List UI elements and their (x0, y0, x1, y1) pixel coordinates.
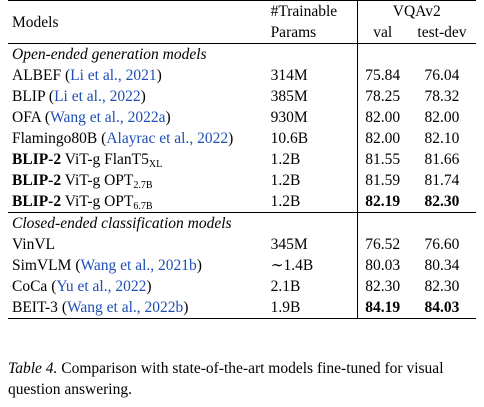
table-row: VinVL 345M 76.52 76.60 (8, 234, 476, 255)
table-row: ALBEF (Li et al., 2021) 314M 75.84 76.04 (8, 65, 476, 86)
model-name: BEIT-3 (12, 299, 58, 316)
citation-link[interactable]: Yu et al., 2022 (56, 278, 147, 295)
table-row: BEIT-3 (Wang et al., 2022b) 1.9B 84.19 84.0… (8, 297, 476, 319)
params-cell: 1.2B (270, 193, 301, 210)
testdev-header: test-dev (417, 24, 467, 41)
val-score-cell: 75.84 (356, 65, 408, 86)
model-name-cell: ALBEF (Li et al., 2021) (12, 67, 162, 84)
val-score-cell: 82.30 (356, 276, 408, 297)
model-name: SimVLM (12, 257, 72, 274)
params-cell: 345M (270, 236, 308, 253)
section-title: Closed-ended classification models (12, 215, 232, 232)
params-cell: 1.2B (270, 151, 301, 168)
model-name-cell: BEIT-3 (Wang et al., 2022b) (12, 299, 189, 316)
model-name-cell: Flamingo80B (Alayrac et al., 2022) (12, 130, 234, 147)
params-cell: 314M (270, 67, 308, 84)
val-score-cell: 80.03 (356, 255, 408, 276)
model-size-subscript: 2.7B (133, 180, 153, 191)
table-row: BLIP (Li et al., 2022) 385M 78.25 78.32 (8, 86, 476, 107)
citation-link[interactable]: Alayrac et al., 2022 (106, 130, 229, 147)
model-name: ViT-g FlanT5 (64, 151, 149, 168)
val-score-cell: 84.19 (356, 297, 408, 319)
model-name: VinVL (12, 236, 55, 253)
val-score-cell: 82.00 (356, 128, 408, 149)
params-cell: 1.2B (270, 172, 301, 189)
table-row: Flamingo80B (Alayrac et al., 2022) 10.6B 8… (8, 128, 476, 149)
citation-link[interactable]: Li et al., 2022 (54, 88, 141, 105)
model-bold-prefix: BLIP-2 (12, 172, 62, 189)
model-name-cell: CoCa (Yu et al., 2022) (12, 278, 152, 295)
testdev-score-cell: 81.74 (424, 172, 460, 189)
val-score-cell: 78.25 (356, 86, 408, 107)
section-header: Open-ended generation models (8, 43, 476, 66)
val-score-cell: 76.52 (356, 234, 408, 255)
model-name-cell: BLIP-2 ViT-g FlanT5XL (8, 149, 267, 170)
params-cell: 930M (270, 109, 308, 126)
citation-link[interactable]: Wang et al., 2021b (80, 257, 197, 274)
trainable-header: #Trainable (270, 3, 338, 20)
model-bold-prefix: BLIP-2 (12, 193, 62, 210)
caption-label: Table 4. (8, 360, 58, 377)
citation-link[interactable]: Wang et al., 2022a (50, 109, 166, 126)
model-name: ViT-g OPT (64, 172, 134, 189)
testdev-score-cell: 76.04 (424, 67, 460, 84)
val-score-cell: 82.19 (356, 191, 408, 213)
model-name: Flamingo80B (12, 130, 98, 147)
model-name-cell: VinVL (8, 234, 267, 255)
model-bold-prefix: BLIP-2 (12, 151, 62, 168)
table-caption: Table 4. Comparison with state-of-the-ar… (8, 358, 476, 400)
vqav2-header: VQAv2 (356, 0, 476, 22)
header-row-1: Models #Trainable VQAv2 (8, 0, 476, 31)
results-table-container: Models #Trainable VQAv2 Params val test-… (8, 0, 476, 319)
table-row: BLIP-2 ViT-g OPT6.7B 1.2B 82.19 82.30 (8, 191, 476, 213)
model-name: OFA (12, 109, 42, 126)
val-score-cell: 81.59 (356, 170, 408, 191)
model-name-cell: OFA (Wang et al., 2022a) (12, 109, 171, 126)
testdev-score-cell: 82.00 (424, 109, 460, 126)
model-name-cell: BLIP (Li et al., 2022) (12, 88, 146, 105)
model-name-cell: BLIP-2 ViT-g OPT6.7B (8, 191, 267, 213)
table-row: SimVLM (Wang et al., 2021b) ∼1.4B 80.03 80.… (8, 255, 476, 276)
model-name-cell: BLIP-2 ViT-g OPT2.7B (8, 170, 267, 191)
table-row: BLIP-2 ViT-g FlanT5XL 1.2B 81.55 81.66 (8, 149, 476, 170)
val-score-cell: 81.55 (356, 149, 408, 170)
testdev-score-cell: 80.34 (424, 257, 460, 274)
params-cell: ∼1.4B (270, 257, 314, 274)
section-header: Closed-ended classification models (8, 212, 476, 235)
results-table: Models #Trainable VQAv2 Params val test-… (8, 0, 476, 319)
section-params-empty (267, 44, 357, 66)
val-header: val (356, 22, 408, 44)
table-row: OFA (Wang et al., 2022a) 930M 82.00 82.00 (8, 107, 476, 128)
citation-link[interactable]: Wang et al., 2022b (66, 299, 184, 316)
val-score-cell: 82.00 (356, 107, 408, 128)
model-name: ALBEF (12, 67, 62, 84)
testdev-score-cell: 82.30 (424, 193, 460, 210)
section-params-empty (267, 213, 357, 235)
section-scores-empty (356, 212, 476, 234)
model-size-subscript: 6.7B (133, 201, 153, 212)
params-cell: 385M (270, 88, 308, 105)
model-size-subscript: XL (148, 159, 163, 170)
params-cell: 1.9B (270, 299, 301, 316)
testdev-score-cell: 82.10 (424, 130, 460, 147)
model-name-cell: SimVLM (Wang et al., 2021b) (12, 257, 202, 274)
testdev-score-cell: 76.60 (424, 236, 460, 253)
params-cell: 2.1B (270, 278, 301, 295)
table-row: CoCa (Yu et al., 2022) 2.1B 82.30 82.30 (8, 276, 476, 297)
model-name: BLIP (12, 88, 46, 105)
params-header: Params (270, 24, 317, 41)
section-scores-empty (356, 43, 476, 65)
model-name: CoCa (12, 278, 48, 295)
testdev-score-cell: 78.32 (424, 88, 460, 105)
testdev-score-cell: 81.66 (424, 151, 460, 168)
caption-text: Comparison with state-of-the-art models … (8, 360, 444, 398)
testdev-score-cell: 82.30 (424, 278, 460, 295)
model-name: ViT-g OPT (64, 193, 134, 210)
section-title: Open-ended generation models (12, 46, 207, 63)
testdev-score-cell: 84.03 (424, 299, 460, 316)
models-header: Models (12, 13, 59, 31)
params-cell: 10.6B (270, 130, 309, 147)
table-row: BLIP-2 ViT-g OPT2.7B 1.2B 81.59 81.74 (8, 170, 476, 191)
citation-link[interactable]: Li et al., 2021 (70, 67, 157, 84)
